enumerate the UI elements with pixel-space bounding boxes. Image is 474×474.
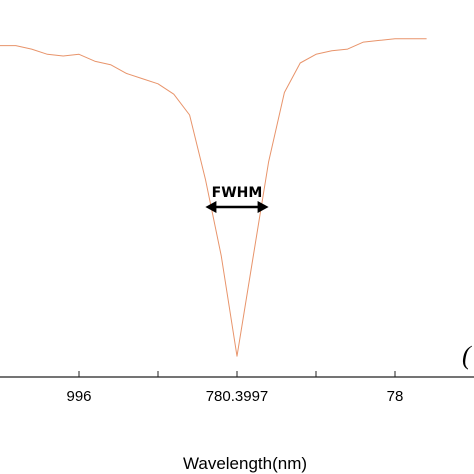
x-axis-label: Wavelength(nm) xyxy=(183,454,307,473)
fwhm-label: FWHM xyxy=(212,185,263,201)
x-tick-label-4: 78 xyxy=(387,388,404,405)
x-tick-label-2: 780.3997 xyxy=(206,388,269,405)
partial-panel-label: ( xyxy=(462,341,472,370)
x-axis-ticks: 996 780.3997 78 xyxy=(66,371,403,405)
fwhm-arrowhead-right xyxy=(257,200,269,213)
fwhm-arrowhead-left xyxy=(205,200,217,213)
series-layer xyxy=(0,38,427,357)
series-line-0 xyxy=(0,38,427,357)
x-tick-label-0: 996 xyxy=(66,388,91,405)
fwhm-annotation: FWHM xyxy=(205,185,269,213)
